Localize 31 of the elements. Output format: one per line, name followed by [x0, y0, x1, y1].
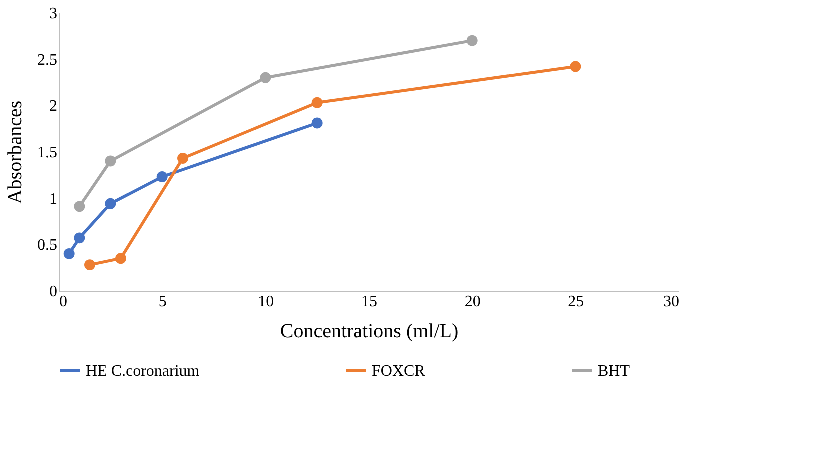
point — [260, 72, 272, 84]
x-tick-label: 25 — [568, 294, 584, 310]
y-tick-label: 1 — [50, 190, 58, 208]
point — [466, 35, 478, 46]
point — [105, 198, 116, 210]
point — [178, 153, 188, 164]
y-tick-label: 1.5 — [38, 144, 58, 162]
legend-label: FOXCR — [372, 362, 426, 380]
point — [312, 97, 323, 108]
x-axis-title: Concentrations (ml/L) — [280, 320, 459, 342]
point — [570, 61, 582, 72]
y-tick-label: 2 — [50, 98, 58, 116]
point — [156, 172, 168, 182]
x-tick-label: 15 — [362, 294, 378, 310]
x-tick-label: 30 — [664, 294, 680, 310]
x-tick-label: 20 — [464, 294, 481, 310]
point — [105, 156, 116, 167]
point — [64, 248, 75, 260]
y-tick-label: 3 — [50, 6, 58, 22]
y-tick-label: 2.5 — [38, 52, 58, 69]
y-tick-label: 0.5 — [38, 237, 58, 254]
x-tick-label: 10 — [258, 294, 274, 310]
x-tick-label: 5 — [158, 294, 167, 310]
point — [74, 201, 86, 212]
point — [74, 232, 86, 244]
legend-label: HE C.coronarium — [86, 362, 200, 380]
point — [84, 260, 96, 271]
legend-label: BHT — [598, 362, 630, 380]
point — [116, 253, 126, 264]
point — [312, 118, 323, 129]
y-axis-title: Absorbances — [4, 100, 26, 204]
